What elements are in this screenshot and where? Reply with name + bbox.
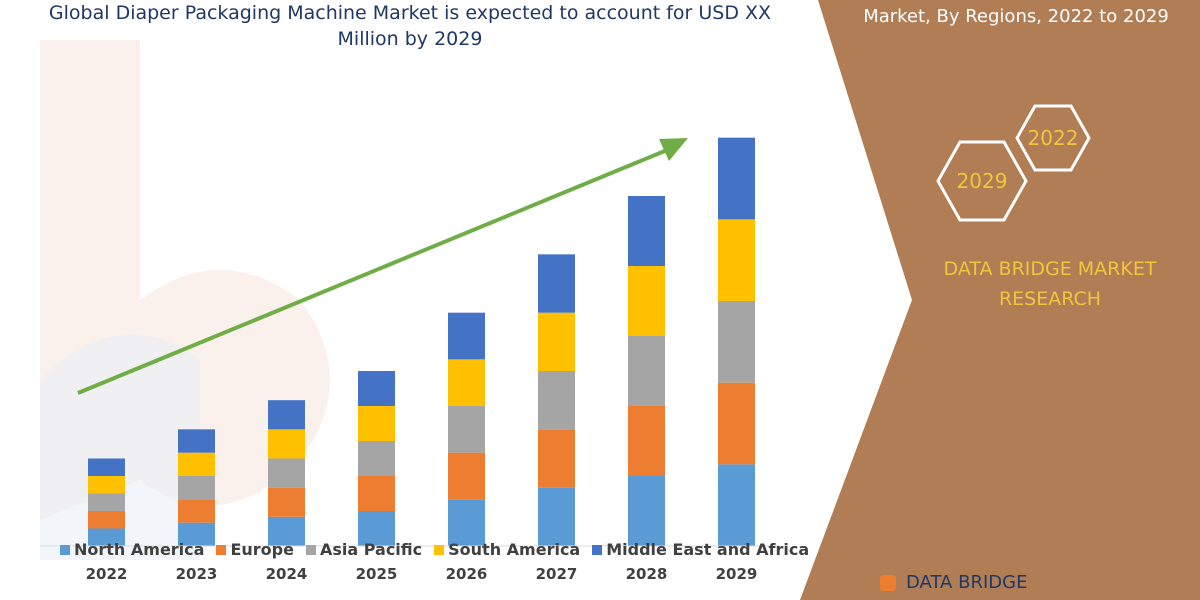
bar-2026-segment-1 bbox=[448, 452, 485, 500]
bar-2029-segment-0 bbox=[718, 464, 755, 546]
legend: North America Europe Asia Pacific South Ame… bbox=[60, 540, 809, 559]
legend-item: Asia Pacific bbox=[305, 540, 423, 559]
bar-2028-segment-3 bbox=[628, 266, 665, 336]
bar-2028-segment-4 bbox=[628, 196, 665, 266]
bar-2023-segment-0 bbox=[178, 522, 215, 546]
legend-swatch bbox=[305, 544, 316, 555]
trend-arrow bbox=[77, 138, 688, 395]
legend-item: Middle East and Africa bbox=[592, 540, 809, 559]
bar-2026-segment-0 bbox=[448, 499, 485, 546]
bar-2028-segment-0 bbox=[628, 476, 665, 546]
legend-item: South America bbox=[434, 540, 580, 559]
bar-2022-segment-3 bbox=[88, 476, 125, 494]
bar-2022-segment-2 bbox=[88, 493, 125, 511]
bar-2022-segment-4 bbox=[88, 458, 125, 476]
bar-2023-segment-2 bbox=[178, 476, 215, 500]
logo-icon bbox=[880, 575, 896, 591]
bar-2024-segment-3 bbox=[268, 429, 305, 459]
bar-2026-segment-4 bbox=[448, 312, 485, 360]
brand-text: DATA BRIDGE MARKET RESEARCH bbox=[910, 254, 1190, 314]
bar-2022-segment-1 bbox=[88, 511, 125, 529]
bar-2024-segment-1 bbox=[268, 487, 305, 517]
bar-2025-segment-0 bbox=[358, 511, 395, 546]
bar-2029-segment-3 bbox=[718, 219, 755, 301]
bar-2029-segment-4 bbox=[718, 137, 755, 220]
legend-swatch bbox=[592, 544, 603, 555]
chart-plot: 2022 2023 2024 2025 2026 2027 2028 2029 bbox=[40, 137, 780, 583]
bar-2024-segment-0 bbox=[268, 516, 305, 546]
bar-2028-segment-1 bbox=[628, 406, 665, 476]
bar-2026-segment-2 bbox=[448, 406, 485, 453]
bar-2027-segment-3 bbox=[538, 312, 575, 371]
bar-2026-segment-3 bbox=[448, 359, 485, 406]
x-tick-label: 2028 bbox=[626, 565, 668, 583]
legend-label: Middle East and Africa bbox=[606, 540, 810, 559]
chart-title: Global Diaper Packaging Machine Market i… bbox=[48, 2, 772, 50]
x-tick-label: 2025 bbox=[356, 565, 398, 583]
bar-2027-segment-2 bbox=[538, 371, 575, 430]
bar-2025-segment-4 bbox=[358, 371, 395, 406]
legend-item: North America bbox=[60, 540, 204, 559]
bar-2024-segment-2 bbox=[268, 458, 305, 488]
bar-2025-segment-2 bbox=[358, 441, 395, 476]
x-tick-label: 2023 bbox=[176, 565, 218, 583]
side-panel-title: Market, By Regions, 2022 to 2029 bbox=[863, 6, 1169, 27]
bar-2024-segment-4 bbox=[268, 400, 305, 430]
footer-logo: DATA BRIDGE bbox=[880, 572, 1027, 593]
bar-2023-segment-1 bbox=[178, 499, 215, 523]
bar-2023-segment-4 bbox=[178, 429, 215, 453]
x-tick-label: 2026 bbox=[446, 565, 488, 583]
brand-line-2: RESEARCH bbox=[998, 288, 1102, 310]
bar-2022-segment-0 bbox=[88, 528, 125, 546]
bar-2029-segment-2 bbox=[718, 301, 755, 383]
legend-label: Europe bbox=[230, 540, 294, 559]
x-tick-label: 2027 bbox=[536, 565, 578, 583]
bar-2027-segment-4 bbox=[538, 254, 575, 313]
legend-swatch bbox=[216, 544, 227, 555]
legend-swatch bbox=[60, 544, 70, 555]
bar-2027-segment-0 bbox=[538, 487, 575, 546]
x-tick-label: 2029 bbox=[716, 565, 758, 583]
bar-2023-segment-3 bbox=[178, 452, 215, 476]
bars-layer bbox=[88, 137, 755, 546]
footer-logo-text: DATA BRIDGE bbox=[906, 572, 1028, 593]
bar-2025-segment-1 bbox=[358, 476, 395, 511]
x-tick-labels: 2022 2023 2024 2025 2026 2027 2028 2029 bbox=[86, 565, 758, 583]
legend-item: Europe bbox=[216, 540, 294, 559]
x-tick-label: 2022 bbox=[86, 565, 128, 583]
bar-2027-segment-1 bbox=[538, 429, 575, 488]
x-tick-label: 2024 bbox=[266, 565, 308, 583]
legend-label: South America bbox=[448, 540, 581, 559]
legend-swatch bbox=[434, 544, 445, 555]
bar-2029-segment-1 bbox=[718, 382, 755, 465]
legend-label: North America bbox=[74, 540, 205, 559]
bar-2028-segment-2 bbox=[628, 336, 665, 406]
brand-line-1: DATA BRIDGE MARKET bbox=[943, 258, 1157, 280]
bar-2025-segment-3 bbox=[358, 406, 395, 441]
legend-label: Asia Pacific bbox=[319, 540, 423, 559]
